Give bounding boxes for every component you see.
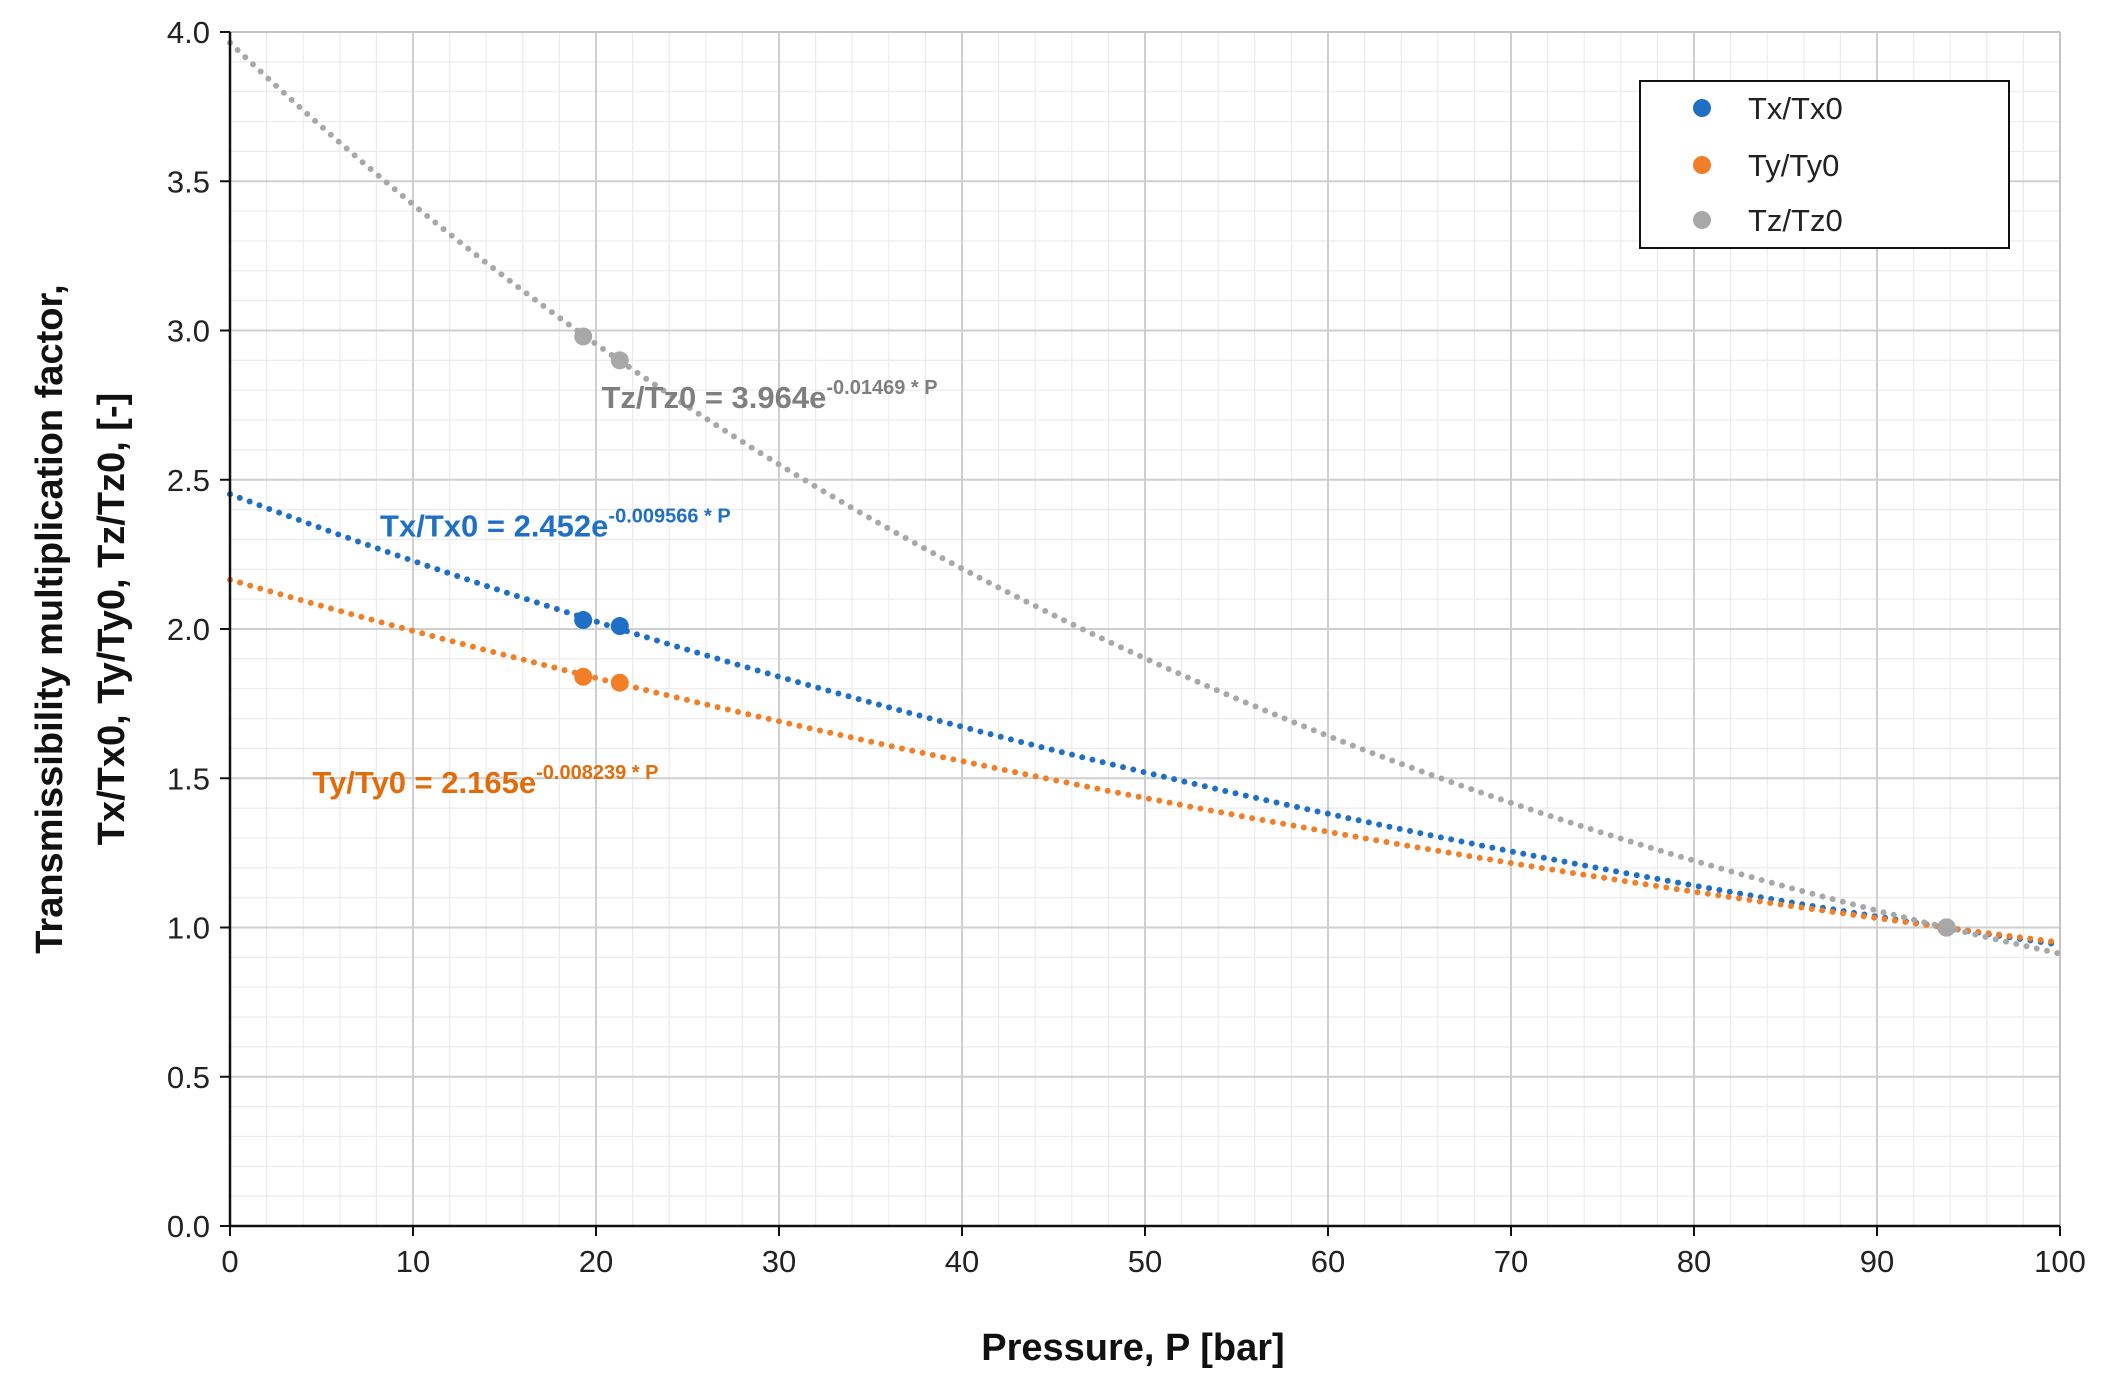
data-points xyxy=(574,327,1956,937)
y-axis-title: Transmissibility multiplication factor, … xyxy=(29,284,133,953)
equation-base: Tx/Tx0 = 2.452e xyxy=(380,509,608,544)
y-tick-label: 1.5 xyxy=(167,761,210,796)
legend-marker-ty xyxy=(1693,156,1711,174)
axes xyxy=(220,31,2061,1236)
x-tick-label: 10 xyxy=(396,1244,430,1279)
y-tick-label: 1.0 xyxy=(167,911,210,946)
x-tick-label: 70 xyxy=(1494,1244,1528,1279)
equation-exponent: -0.01469 * P xyxy=(826,377,937,399)
data-point-tz-tz0 xyxy=(1937,918,1956,937)
data-point-tx-tx0 xyxy=(574,611,593,630)
trendlines xyxy=(227,39,2063,957)
x-tick-label: 0 xyxy=(221,1244,238,1279)
x-tick-label: 50 xyxy=(1128,1244,1162,1279)
data-point-tx-tx0 xyxy=(610,617,629,636)
legend-marker-tz xyxy=(1693,211,1711,229)
y-tick-label: 3.0 xyxy=(167,314,210,349)
equation-base: Tz/Tz0 = 3.964e xyxy=(601,380,826,415)
y-tick-label: 0.5 xyxy=(167,1060,210,1095)
equation-exponent: -0.008239 * P xyxy=(536,762,658,784)
legend-label-tz: Tz/Tz0 xyxy=(1748,203,1843,238)
x-tick-label: 100 xyxy=(2034,1244,2086,1279)
equation-base: Ty/Ty0 = 2.165e xyxy=(312,765,536,800)
data-point-tz-tz0 xyxy=(574,327,593,346)
x-tick-label: 90 xyxy=(1860,1244,1894,1279)
x-axis-title: Pressure, P [bar] xyxy=(981,1327,1284,1369)
data-point-ty-ty0 xyxy=(610,673,629,692)
x-tick-label: 30 xyxy=(762,1244,796,1279)
y-tick-label: 2.0 xyxy=(167,612,210,647)
data-point-ty-ty0 xyxy=(574,667,593,686)
trendline-tz-tz0 xyxy=(227,39,2063,957)
legend-marker-tx xyxy=(1693,99,1711,117)
y-tick-label: 4.0 xyxy=(167,15,210,50)
trend-equations: Tx/Tx0 = 2.452e-0.009566 * P Ty/Ty0 = 2.1… xyxy=(312,377,937,800)
y-tick-label: 3.5 xyxy=(167,164,210,199)
equation-tx-tx0: Tx/Tx0 = 2.452e-0.009566 * P xyxy=(380,506,731,544)
y-tick-label: 0.0 xyxy=(167,1209,210,1244)
trendline-tx-tx0 xyxy=(227,491,2063,948)
y-tick-label: 2.5 xyxy=(167,463,210,498)
x-tick-label: 60 xyxy=(1311,1244,1345,1279)
equation-ty-ty0: Ty/Ty0 = 2.165e-0.008239 * P xyxy=(312,762,658,800)
legend-label-tx: Tx/Tx0 xyxy=(1748,91,1843,126)
equation-exponent: -0.009566 * P xyxy=(608,506,730,528)
x-tick-label: 20 xyxy=(579,1244,613,1279)
y-axis-title-line-1: Transmissibility multiplication factor, xyxy=(29,284,71,953)
x-tick-label: 80 xyxy=(1677,1244,1711,1279)
y-axis-title-line-2: Tx/Tx0, Ty/Ty0, Tz/Tz0, [-] xyxy=(91,393,133,846)
x-tick-label: 40 xyxy=(945,1244,979,1279)
legend: Tx/Tx0 Ty/Ty0 Tz/Tz0 xyxy=(1639,80,2010,249)
equation-tz-tz0: Tz/Tz0 = 3.964e-0.01469 * P xyxy=(601,377,937,415)
y-tick-labels: 0.0 0.5 1.0 1.5 2.0 2.5 3.0 3.5 4.0 xyxy=(167,15,210,1244)
x-tick-labels: 0 10 20 30 40 50 60 70 80 90 100 xyxy=(221,1244,2085,1279)
trendline-ty-ty0 xyxy=(227,576,2063,946)
legend-label-ty: Ty/Ty0 xyxy=(1748,148,1839,183)
data-point-tz-tz0 xyxy=(610,351,629,370)
